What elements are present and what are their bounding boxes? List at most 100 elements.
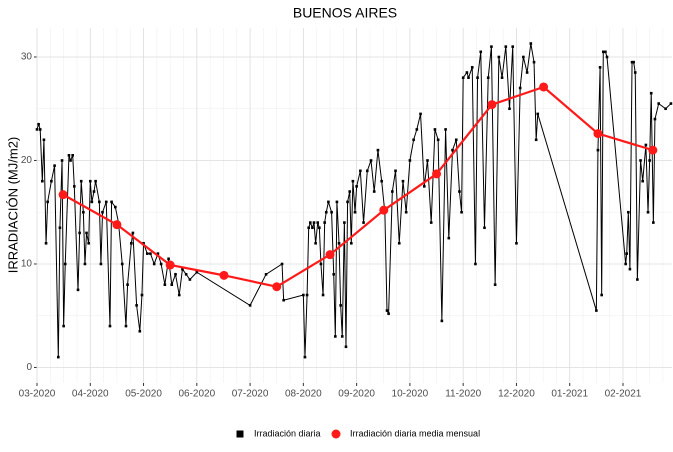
point [648,145,658,155]
point [376,148,380,152]
point [60,159,64,162]
point [332,273,336,276]
point [188,278,192,281]
point [504,45,508,48]
x-tick-label: 07-2020 [232,389,269,400]
legend-label: Irradiación diaria media mensual [350,428,480,438]
point [408,159,412,162]
series-line [62,85,654,288]
x-tick-label: 02-2021 [605,389,642,400]
point [195,270,199,274]
point [90,200,94,204]
y-tick-label: 20 [21,155,33,166]
point [319,262,323,266]
point [412,138,415,142]
point [404,210,408,214]
point [50,179,53,183]
point [476,76,479,79]
point [334,335,337,338]
point [126,283,129,286]
point [340,335,344,338]
point [174,273,177,276]
point [120,262,124,266]
point [44,241,48,245]
point [628,267,632,271]
point [353,210,357,214]
point [391,190,394,193]
point [307,226,310,230]
point [339,304,342,307]
point [42,138,46,142]
point [385,309,389,312]
point [595,309,598,312]
point [440,319,444,323]
point [58,226,62,230]
point [632,60,635,64]
point [142,241,145,245]
point [85,231,88,235]
point [486,76,490,79]
point [145,252,149,255]
point [470,66,474,69]
point [444,128,447,131]
point [140,293,144,297]
point [135,304,138,307]
point [350,241,353,245]
point [327,200,330,204]
point [83,262,87,266]
point [282,298,285,302]
point [497,55,501,59]
point [529,42,533,45]
y-tick-label: 10 [21,259,33,270]
y-axis-label: IRRADIACIÓN (MJ/m2) [5,137,20,274]
point [348,190,352,193]
point [649,91,653,95]
point [436,138,440,142]
point [598,66,602,69]
point [101,210,104,214]
point [664,107,667,111]
point [62,324,65,328]
point [500,76,504,79]
point [343,221,346,224]
point [98,200,101,204]
point [351,179,355,183]
legend-label: Irradiación diaria [254,428,321,438]
x-tick-label: 10-2020 [392,389,429,400]
point [508,107,511,111]
x-tick-label: 06-2020 [178,389,215,400]
series-line [36,43,672,358]
point [539,82,549,92]
point [372,190,376,193]
point [104,200,108,204]
point [149,252,152,255]
point [71,154,74,157]
point [99,262,103,266]
point [652,221,655,224]
point [627,210,630,214]
point [69,159,72,162]
point [487,100,497,110]
point [131,231,135,235]
point [219,270,229,280]
point [78,231,81,235]
x-tick-label: 04-2020 [72,389,109,400]
point [458,190,461,193]
point [369,159,373,162]
point [641,179,645,183]
point [522,55,525,59]
point [129,241,133,245]
point [669,102,673,105]
point [419,112,422,116]
point [318,226,321,230]
point [604,50,607,54]
x-tick-label: 08-2020 [285,389,322,400]
point [600,293,603,297]
point [467,76,470,79]
point [177,293,181,297]
point [280,262,284,266]
point [630,60,634,64]
point [124,324,128,328]
y-tick-label: 30 [21,52,33,63]
point [112,220,122,230]
